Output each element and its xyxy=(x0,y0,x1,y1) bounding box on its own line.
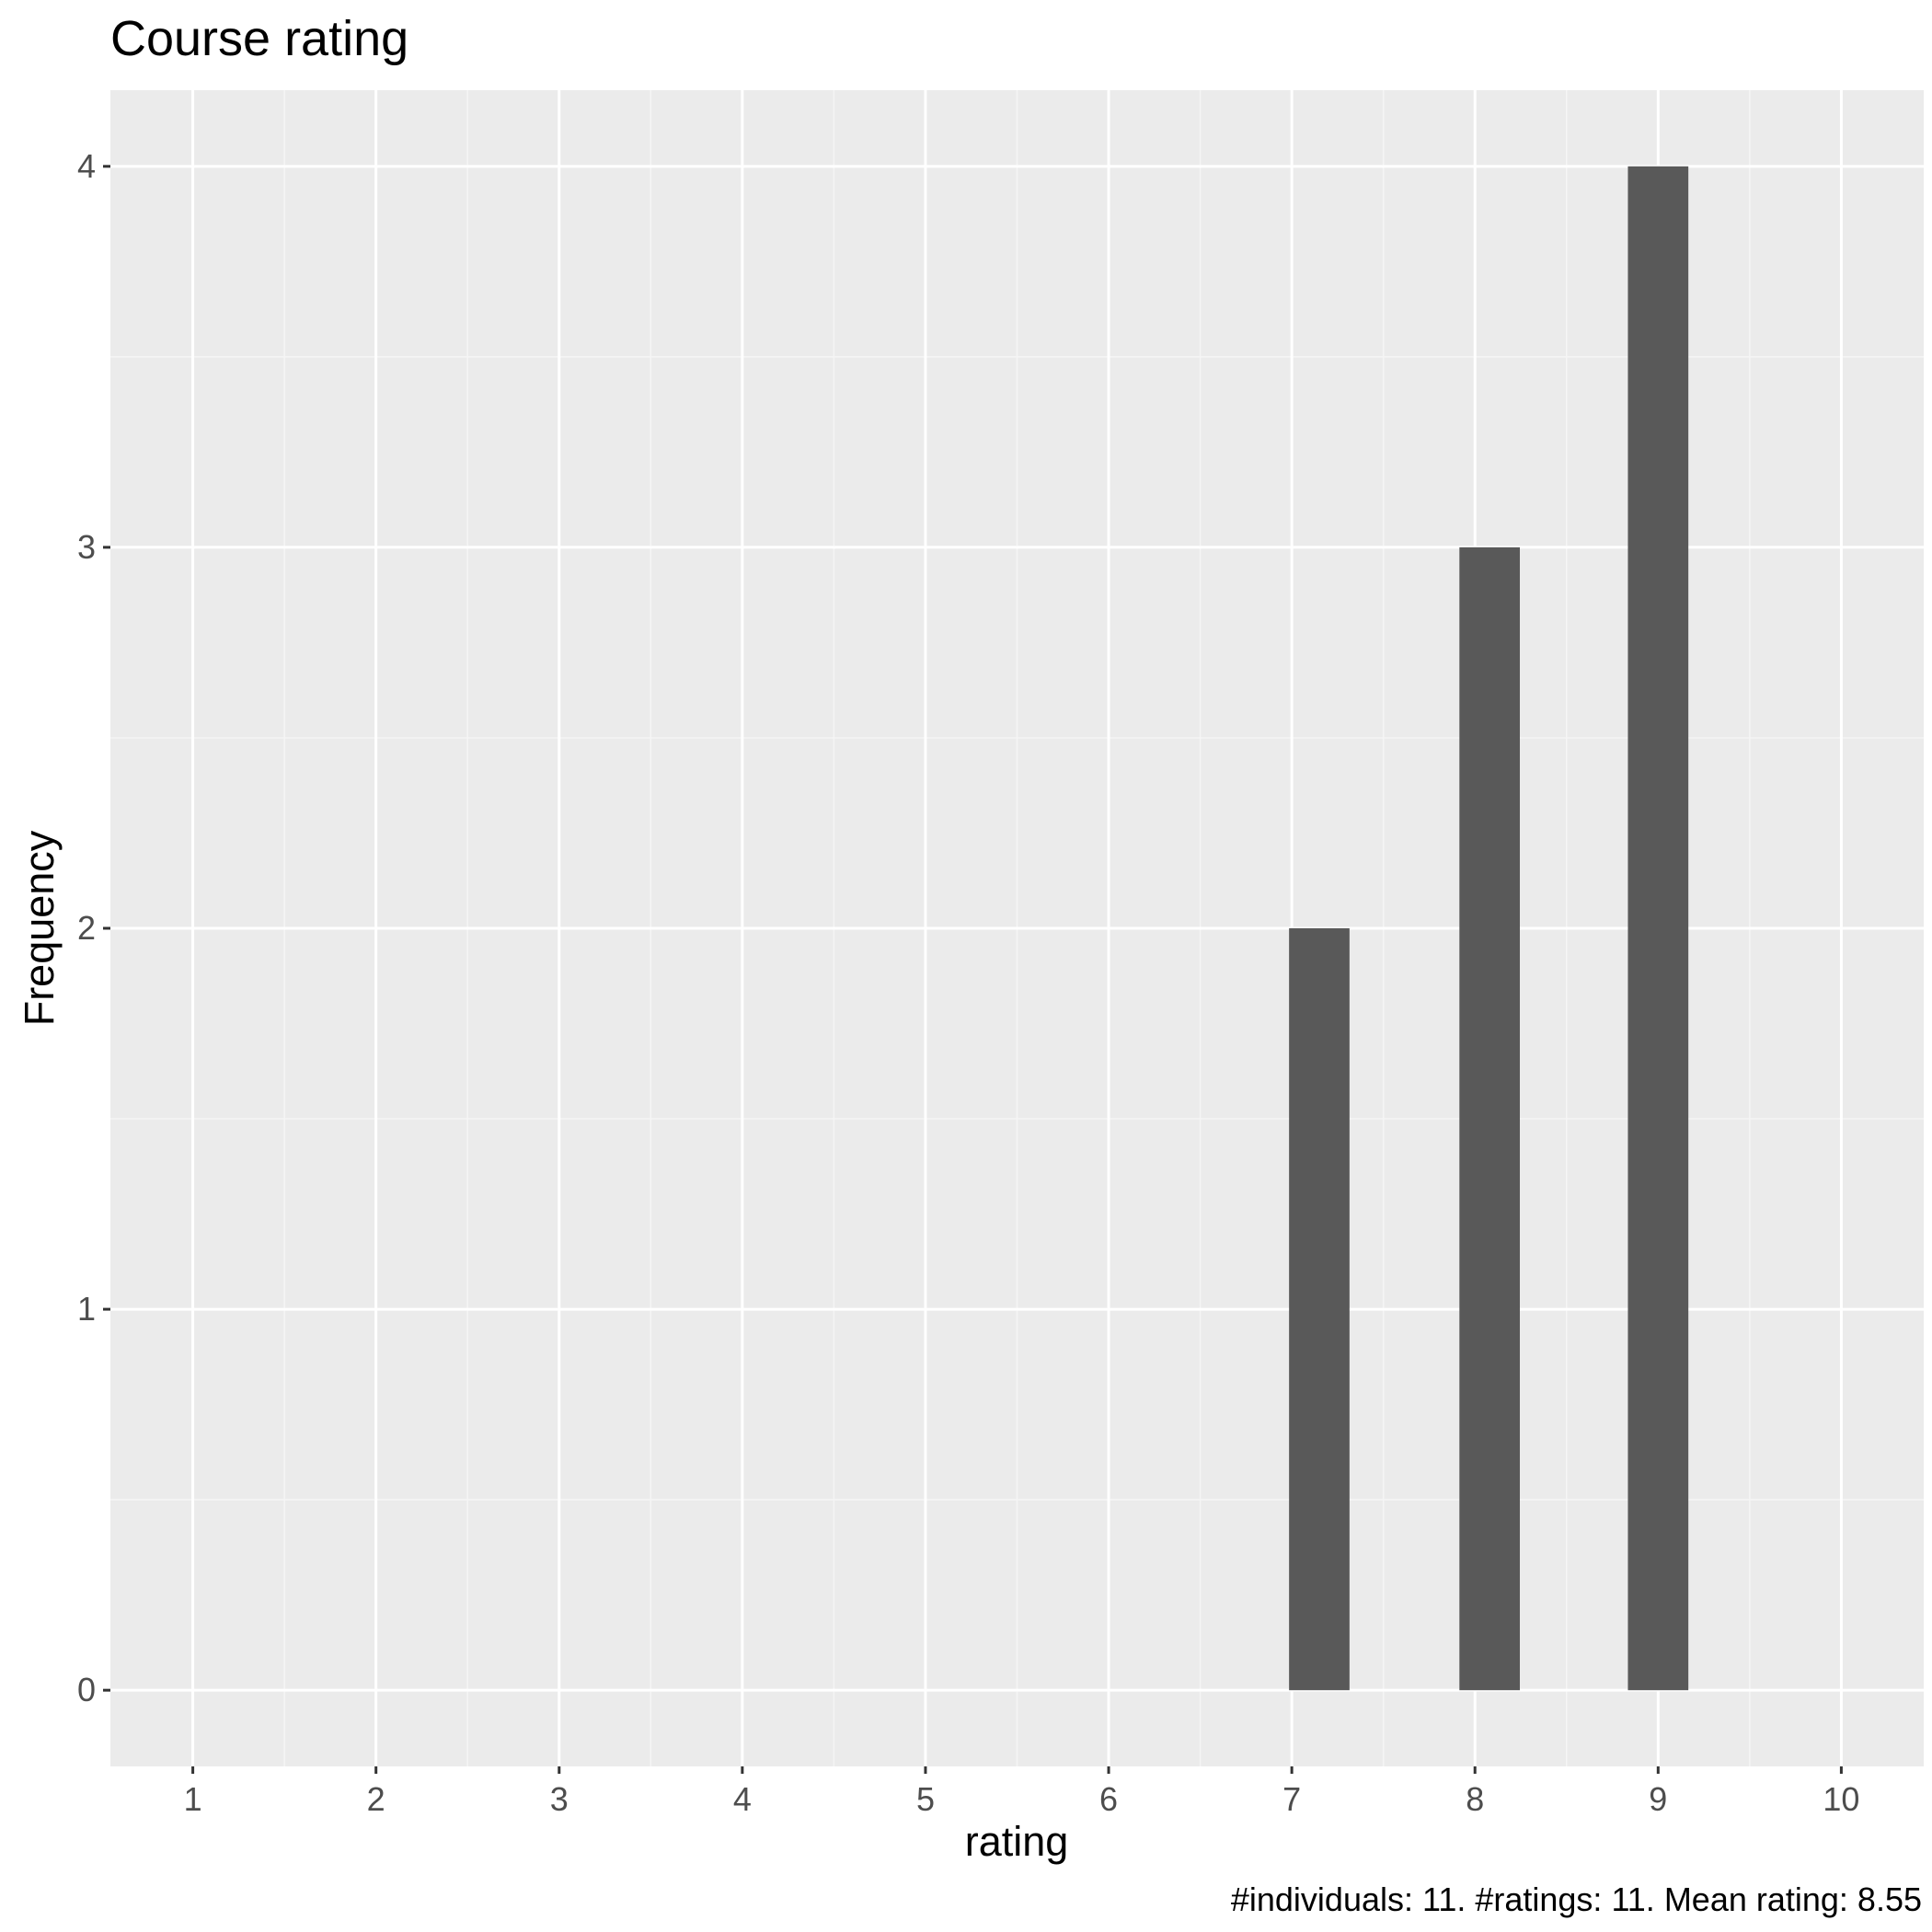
bars xyxy=(1289,166,1689,1691)
y-tick-label: 0 xyxy=(77,1671,96,1708)
bar xyxy=(1627,166,1689,1691)
x-tick-label: 8 xyxy=(1466,1780,1484,1818)
x-tick-label: 1 xyxy=(184,1780,202,1818)
x-tick-label: 5 xyxy=(916,1780,935,1818)
y-tick-label: 2 xyxy=(77,909,96,947)
y-tick-label: 1 xyxy=(77,1290,96,1328)
chart-title: Course rating xyxy=(110,11,408,66)
y-axis-title: Frequency xyxy=(16,830,63,1026)
chart-caption: #individuals: 11. #ratings: 11. Mean rat… xyxy=(1231,1880,1922,1918)
x-tick-label: 9 xyxy=(1649,1780,1667,1818)
y-axis: 0 1 2 3 4 xyxy=(77,147,110,1708)
x-axis-title: rating xyxy=(965,1818,1069,1865)
x-tick-label: 6 xyxy=(1099,1780,1118,1818)
x-tick-label: 3 xyxy=(550,1780,569,1818)
x-tick-label: 4 xyxy=(733,1780,752,1818)
bar xyxy=(1459,546,1521,1691)
x-tick-label: 2 xyxy=(367,1780,385,1818)
bar xyxy=(1289,928,1350,1691)
y-tick-label: 4 xyxy=(77,147,96,185)
y-tick-label: 3 xyxy=(77,528,96,566)
x-tick-label: 7 xyxy=(1282,1780,1301,1818)
x-axis: 1 2 3 4 5 6 7 8 9 10 xyxy=(184,1766,1859,1818)
x-tick-label: 10 xyxy=(1823,1780,1859,1818)
